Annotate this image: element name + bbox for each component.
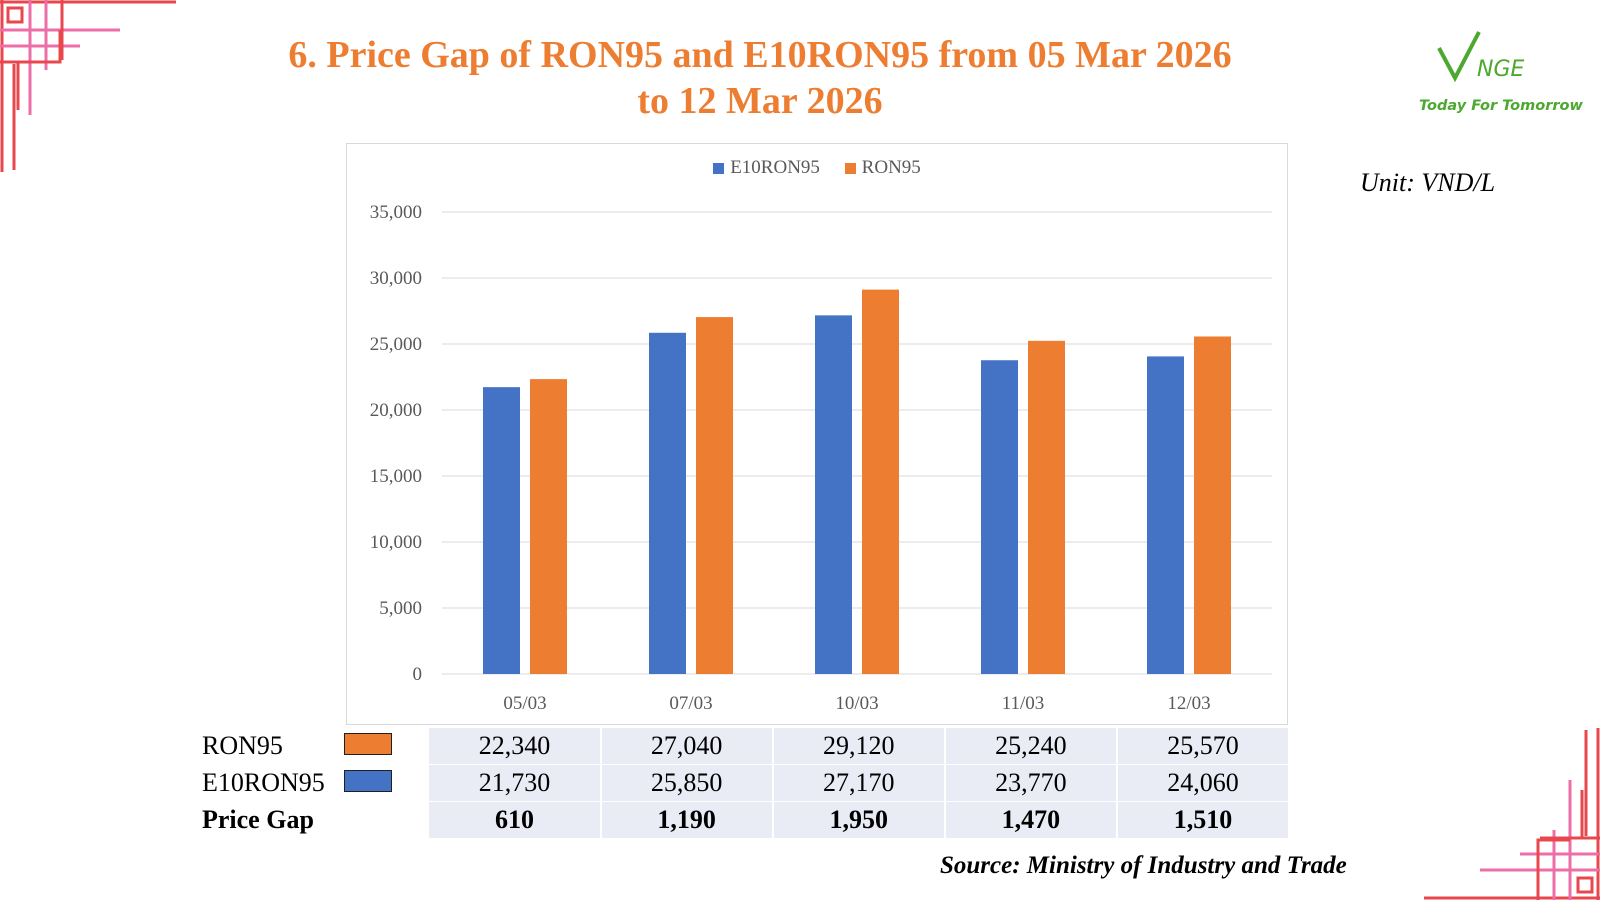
e10ron95-swatch — [344, 770, 392, 792]
ron95-swatch — [344, 733, 392, 755]
corner-ornament-top-left — [0, 0, 176, 172]
table-cell: 610 — [427, 802, 600, 838]
chart-plot-area: 0 5,000 10,000 15,000 20,000 25,000 30,000 35,0… — [370, 202, 1272, 714]
row-label-cell: E10RON95 — [202, 765, 428, 801]
legend-label-ron95: RON95 — [861, 157, 921, 178]
x-tick-label: 10/03 — [835, 693, 878, 714]
title-line-2: to 12 Mar 2026 — [637, 80, 883, 122]
logo-tagline: Today For Tomorrow — [1419, 98, 1583, 114]
bar-e10ron95 — [1147, 356, 1184, 674]
bar-chart: E10RON95 RON95 0 5,000 10,000 15,000 20,000 2… — [346, 143, 1288, 725]
row-label: E10RON95 — [202, 768, 325, 797]
y-tick-label: 25,000 — [370, 334, 422, 355]
table-cell: 22,340 — [427, 728, 600, 764]
source-label: Source: Ministry of Industry and Trade — [940, 852, 1347, 879]
bar-ron95 — [862, 289, 899, 674]
table-row-e10ron95: E10RON95 21,730 25,850 27,170 23,770 24,… — [202, 765, 1289, 801]
x-tick-label: 12/03 — [1167, 693, 1210, 714]
y-tick-label: 10,000 — [370, 532, 422, 553]
bar-ron95 — [1194, 336, 1231, 674]
table-cell: 27,040 — [599, 728, 772, 764]
table-row-ron95: RON95 22,340 27,040 29,120 25,240 25,570 — [202, 728, 1289, 764]
table-cell: 24,060 — [1115, 765, 1289, 801]
row-label: Price Gap — [202, 805, 314, 834]
table-cell: 1,190 — [599, 802, 772, 838]
bar-ron95 — [696, 317, 733, 674]
bar-e10ron95 — [981, 360, 1018, 674]
unit-label: Unit: VND/L — [1360, 168, 1496, 197]
bar-ron95 — [530, 379, 567, 674]
x-tick-label: 07/03 — [669, 693, 712, 714]
table-cell: 21,730 — [427, 765, 600, 801]
legend-label-e10ron95: E10RON95 — [730, 157, 820, 178]
table-row-price-gap: Price Gap 610 1,190 1,950 1,470 1,510 — [202, 802, 1289, 838]
y-tick-label: 5,000 — [379, 598, 422, 619]
table-cell: 23,770 — [943, 765, 1116, 801]
table-cell: 1,950 — [771, 802, 944, 838]
svg-text:NGE: NGE — [1477, 57, 1525, 82]
bar-ron95 — [1028, 340, 1065, 674]
y-tick-label: 35,000 — [370, 202, 422, 223]
legend-item-ron95: RON95 — [844, 157, 921, 179]
legend-swatch-ron95 — [844, 162, 856, 174]
y-tick-label: 20,000 — [370, 400, 422, 421]
table-cell: 27,170 — [771, 765, 944, 801]
vnge-logo: NGE Today For Tomorrow — [1405, 18, 1585, 114]
y-tick-label: 15,000 — [370, 466, 422, 487]
table-cell: 29,120 — [771, 728, 944, 764]
table-cell: 25,240 — [943, 728, 1116, 764]
legend-swatch-e10ron95 — [713, 162, 725, 174]
corner-ornament-bottom-right — [1424, 728, 1600, 900]
title-line-1: 6. Price Gap of RON95 and E10RON95 from … — [288, 34, 1232, 76]
x-tick-label: 05/03 — [503, 693, 546, 714]
bar-e10ron95 — [649, 332, 686, 674]
y-tick-label: 0 — [413, 664, 423, 685]
table-cell: 25,570 — [1115, 728, 1289, 764]
table-cell: 25,850 — [599, 765, 772, 801]
table-cell: 1,470 — [943, 802, 1116, 838]
logo-mark-icon: NGE — [1437, 31, 1525, 83]
y-tick-label: 30,000 — [370, 268, 422, 289]
row-label: RON95 — [202, 731, 283, 760]
bar-e10ron95 — [815, 315, 852, 674]
bar-e10ron95 — [483, 387, 520, 674]
table-cell: 1,510 — [1115, 802, 1289, 838]
row-label-cell: RON95 — [202, 728, 428, 764]
x-tick-label: 11/03 — [1002, 693, 1045, 714]
page-title: 6. Price Gap of RON95 and E10RON95 from … — [200, 32, 1320, 124]
row-label-cell: Price Gap — [202, 802, 428, 838]
legend-item-e10ron95: E10RON95 — [713, 157, 820, 179]
chart-legend: E10RON95 RON95 — [347, 157, 1287, 180]
